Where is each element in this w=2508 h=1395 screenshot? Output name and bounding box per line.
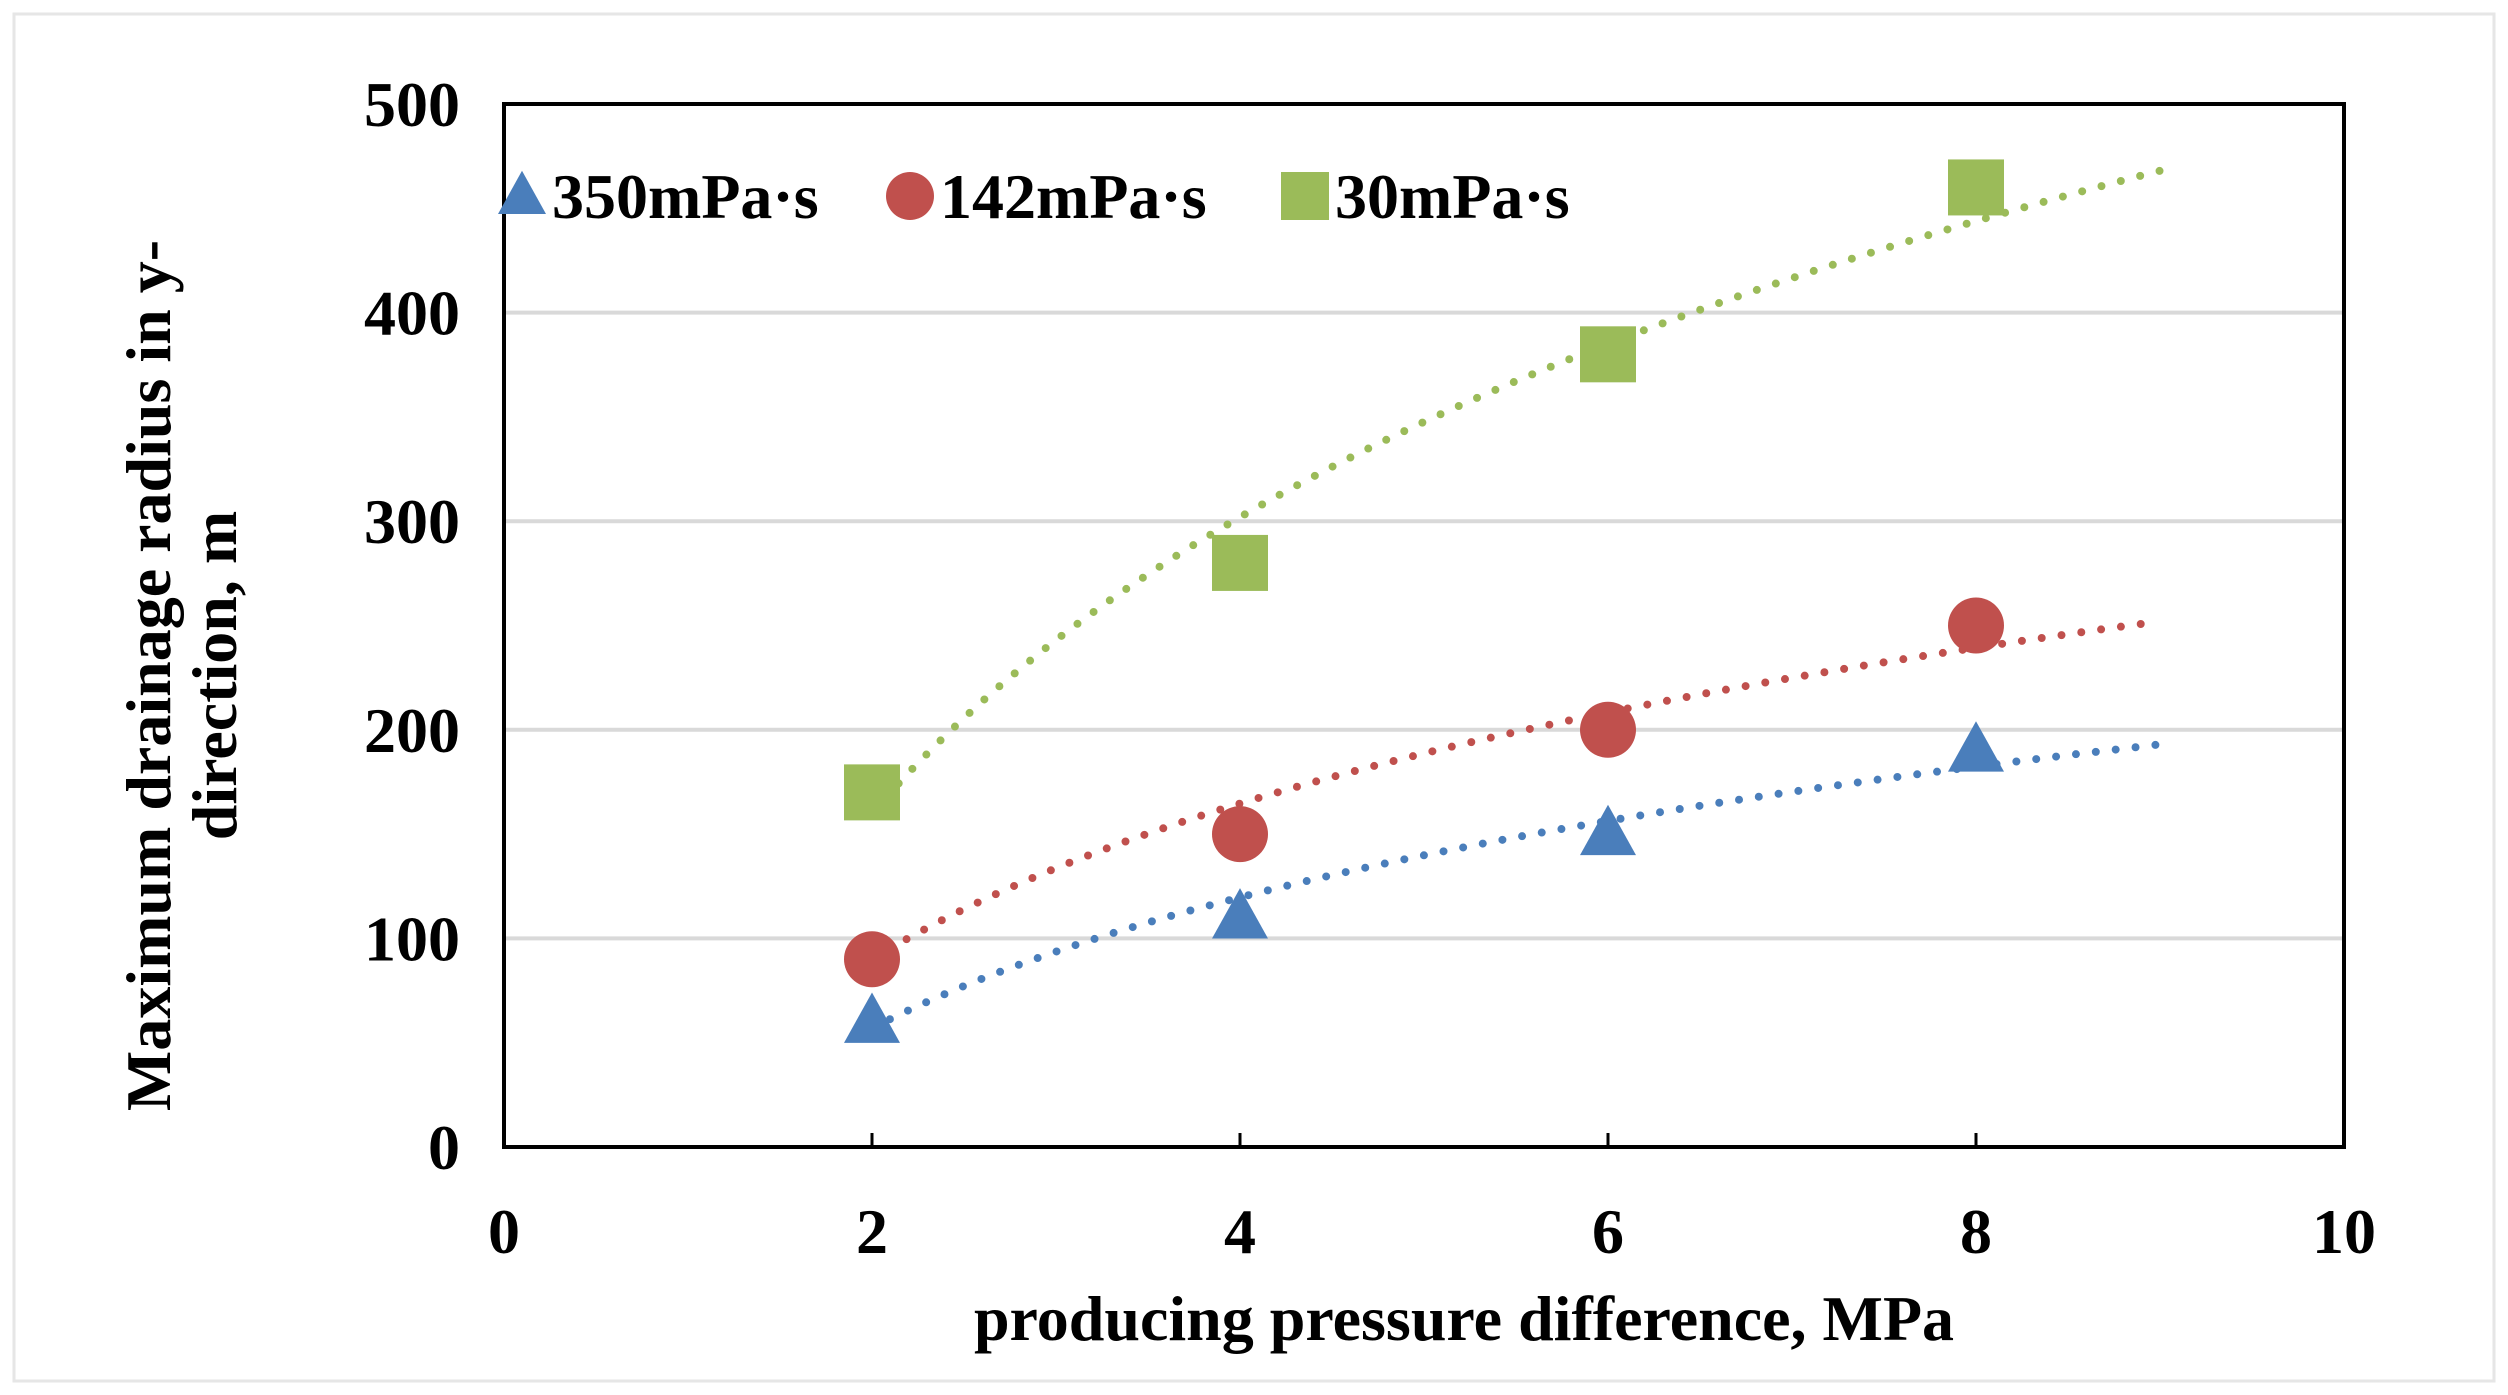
trendlines [868,166,2164,1033]
legend-label: 142mPa·s [940,161,1207,232]
legend-label: 30mPa·s [1335,161,1570,232]
y-tick-label: 500 [364,69,460,140]
data-point-circle [1948,597,2004,654]
legend-marker-square [1281,172,1329,220]
legend-marker-circle [886,172,934,220]
y-axis-title-line-2: direction, m [179,511,250,840]
gridlines [504,310,2344,941]
data-point-circle [1212,806,1268,863]
trendline-142mPa·s [868,617,2164,964]
legend-label: 350mPa·s [552,161,819,232]
y-axis-title-line-1: Maximum drainage radius in y- [113,240,184,1111]
y-tick-label: 0 [428,1112,460,1183]
x-tick-label: 10 [2312,1196,2376,1267]
y-tick-label: 400 [364,278,460,349]
legend: 350mPa·s 142mPa·s 30mPa·s [498,161,1570,232]
x-tick-label: 0 [488,1196,520,1267]
y-tick-label: 300 [364,486,460,557]
trendline-30mPa·s [868,166,2164,818]
x-tick-label: 4 [1224,1196,1256,1267]
x-tick-label: 8 [1960,1196,1992,1267]
x-axis-title: producing pressure difference, MPa [974,1283,1954,1354]
tick-labels: 0 100 200 300 400 500 0 2 4 6 8 10 [364,69,2376,1267]
data-point-circle [1580,701,1636,758]
data-point-square [1212,534,1268,591]
x-tick-label: 6 [1592,1196,1624,1267]
y-tick-label: 100 [364,903,460,974]
data-point-square [844,764,900,821]
data-point-triangle [844,992,900,1043]
data-point-triangle [1580,804,1636,856]
data-point-triangle [1212,888,1268,939]
data-points [844,159,2004,1043]
plot-area-frame [502,102,2346,1149]
chart-border [12,12,2496,1383]
data-point-square [1580,326,1636,383]
y-tick-label: 200 [364,695,460,766]
data-point-triangle [1948,721,2004,772]
legend-marker-triangle [498,170,546,214]
x-tick-label: 2 [856,1196,888,1267]
data-point-square [1948,159,2004,216]
data-point-circle [844,931,900,988]
